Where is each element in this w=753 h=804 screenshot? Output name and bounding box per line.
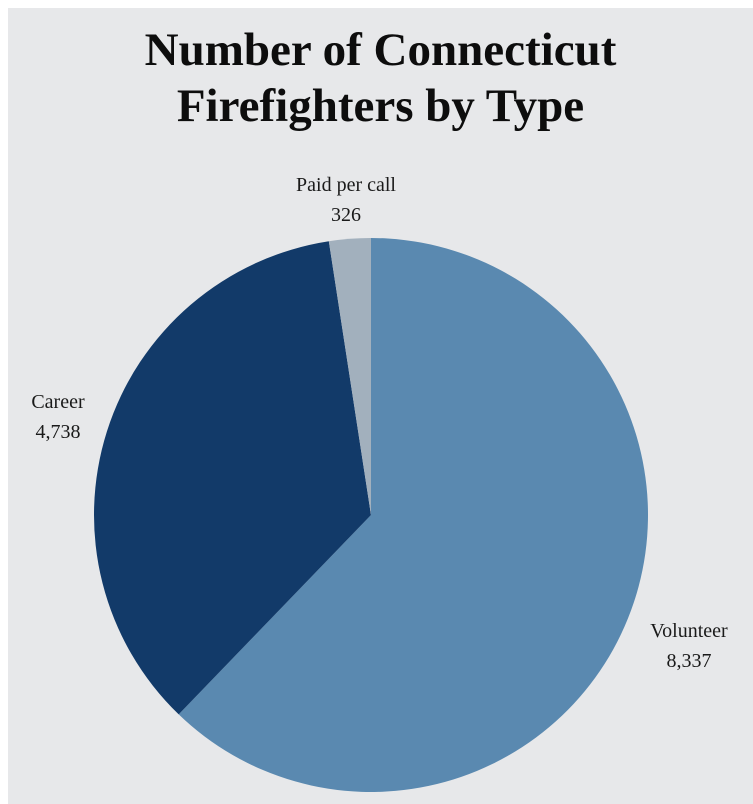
slice-label-career-name: Career	[31, 391, 85, 413]
chart-title-line-2: Firefighters by Type	[176, 80, 585, 132]
pie-slice-paid-per-call	[328, 238, 371, 515]
pie-slice-career	[94, 241, 371, 715]
slice-label-career-value: 4,738	[36, 421, 81, 443]
pie-slice-volunteer	[178, 238, 649, 792]
chart-title: Number of Connecticut Firefighters by Ty…	[8, 22, 753, 134]
chart-title-line-1: Number of Connecticut	[144, 24, 617, 76]
slice-label-volunteer-value: 8,337	[667, 650, 712, 672]
slice-label-volunteer-name: Volunteer	[650, 620, 728, 642]
slice-label-paid-per-call-name: Paid per call	[296, 174, 396, 196]
pie-slices	[94, 238, 649, 792]
slice-label-paid-per-call-value: 326	[331, 204, 361, 226]
pie-labels: Volunteer 8,337 Career 4,738 Paid per ca…	[31, 174, 728, 672]
